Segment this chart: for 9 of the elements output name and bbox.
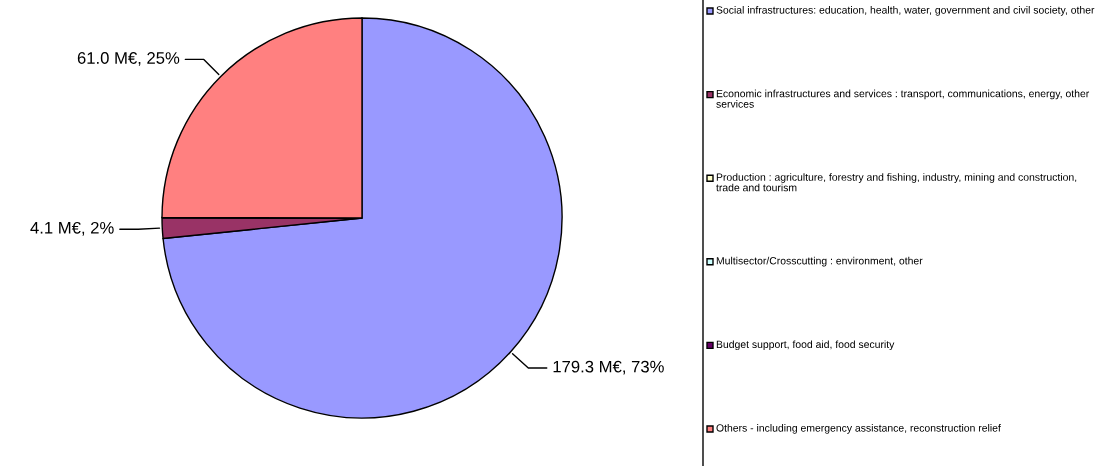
legend-label: Budget support, food aid, food security <box>716 340 895 351</box>
data-label: 179.3 M€, 73% <box>553 360 664 375</box>
legend-label: Production : agriculture, forestry and fishing, industry, mining and construction, trade and tourism <box>716 173 1077 192</box>
data-label: 4.1 M€, 2% <box>30 221 114 236</box>
legend-label: Multisector/Crosscutting : environment, other <box>716 256 923 267</box>
legend-label: Social infrastructures: education, health, water, government and civil society, other <box>716 6 1095 16</box>
legend-label: Economic infrastructures and services : transport, communications, energy, other services <box>716 89 1090 108</box>
legend-label: Others - including emergency assistance, reconstruction relief <box>716 424 1001 434</box>
data-label: 61.0 M€, 25% <box>77 52 180 66</box>
